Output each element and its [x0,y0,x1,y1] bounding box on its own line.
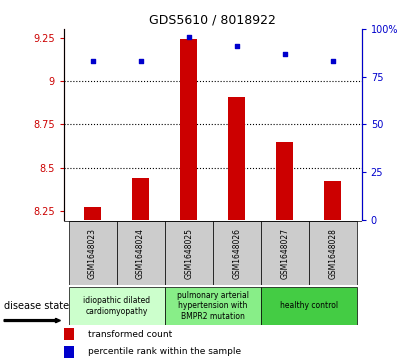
Text: GSM1648028: GSM1648028 [328,228,337,279]
Bar [132,178,149,220]
Bar [213,221,261,285]
Text: GSM1648025: GSM1648025 [184,228,193,279]
Point [330,58,336,64]
Bar [165,221,213,285]
Point [137,58,144,64]
Bar [69,221,117,285]
Text: pulmonary arterial
hypertension with
BMPR2 mutation: pulmonary arterial hypertension with BMP… [177,291,249,321]
Point [233,43,240,49]
Title: GDS5610 / 8018922: GDS5610 / 8018922 [149,13,276,26]
Bar [64,346,74,358]
Bar [276,142,293,220]
Bar [309,221,357,285]
Text: transformed count: transformed count [88,330,172,339]
Text: percentile rank within the sample: percentile rank within the sample [88,347,241,356]
Bar [64,328,74,340]
Point [89,58,96,64]
Text: GSM1648026: GSM1648026 [232,228,241,279]
Point [282,51,288,57]
Text: idiopathic dilated
cardiomyopathy: idiopathic dilated cardiomyopathy [83,296,150,315]
Bar [165,287,261,325]
Text: GSM1648023: GSM1648023 [88,228,97,279]
Bar [261,287,357,325]
Text: GSM1648027: GSM1648027 [280,228,289,279]
Text: healthy control: healthy control [280,301,338,310]
Bar [117,221,165,285]
Bar [261,221,309,285]
Point [185,34,192,40]
Bar [229,97,245,220]
Text: GSM1648024: GSM1648024 [136,228,145,279]
Bar [69,287,165,325]
Bar [324,182,341,220]
Bar [180,40,197,220]
Bar [84,208,101,220]
Text: disease state: disease state [4,301,69,311]
